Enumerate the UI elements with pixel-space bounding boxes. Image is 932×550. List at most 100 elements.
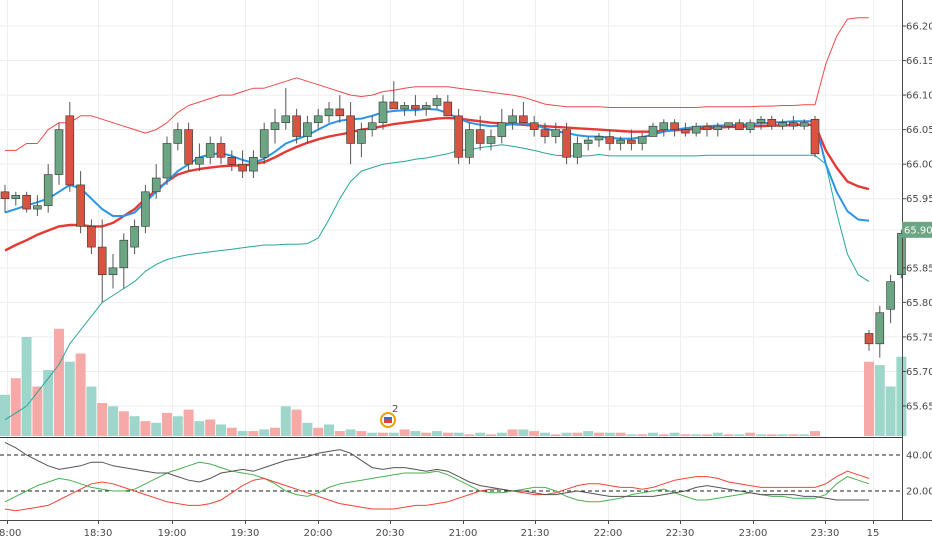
volume-bar [313,427,324,436]
volume-bar [259,429,270,436]
candle-down [519,115,528,124]
candle-up [551,129,561,137]
candle-up [886,281,895,310]
candle-up [303,122,312,137]
volume-bar [205,419,216,436]
volume-bar [712,432,723,436]
volume-bar [302,422,313,436]
volume-bar [64,361,75,436]
candle-down [789,122,798,127]
candle-up [141,191,150,227]
volume-bar [183,409,194,436]
time-tick-label: 21:30 [521,528,550,539]
volume-bar [658,434,669,436]
candle-down [76,184,85,227]
candle-up [173,129,183,144]
volume-bar [583,431,594,436]
volume-bar [388,432,399,436]
oscillator-red-line [4,470,870,512]
price-tick-label: 65.7500 [906,332,932,343]
candle-up [659,122,669,130]
candle-up [897,232,906,276]
volume-bar [723,434,734,436]
volume-bar [421,432,432,436]
time-axis[interactable]: 18:00 18:30 19:00 19:30 20:00 20:30 21:00 21:30… [0,520,879,539]
candle-down [454,115,463,158]
price-tick-label: 66.0000 [906,160,932,171]
candle-down [627,139,636,144]
volume-bar [442,432,453,436]
candle-down [670,122,679,130]
candle-down [346,115,355,144]
volume-bar [874,365,885,436]
candle-down [238,163,247,172]
candle-up [691,125,701,134]
volume-bar [604,432,615,436]
candle-down [540,129,550,137]
volume-bar [291,409,302,436]
candlesticks [0,81,906,358]
candle-down [735,122,744,130]
volume-bar [453,432,464,436]
time-tick-label: 19:00 [158,528,187,539]
volume-bar [280,406,291,436]
event-flag-icon[interactable]: 2 [380,404,398,428]
candle-down [702,125,712,130]
volume-bar [734,434,745,436]
candle-down [22,194,31,210]
volume-bar [885,386,896,436]
candle-down [864,333,874,345]
volume-bar [10,378,21,436]
candle-up [508,115,517,124]
oscillator-green-line [4,461,870,503]
candle-up [648,125,658,137]
time-tick-label: 15 [867,528,880,539]
volume-bar [194,421,205,436]
volume-bar [140,421,151,436]
price-tick-label: 65.7000 [906,367,932,378]
candle-up [713,125,723,130]
volume-bar [507,429,518,436]
candle-down [605,136,615,144]
volume-bar [270,427,280,436]
volume-bar [151,422,162,436]
volume-bar [529,431,540,436]
oscillator-pane [0,441,902,512]
volume-bar [97,403,108,436]
candle-up [130,226,139,248]
last-price-label: 65.9050 [904,225,932,236]
candle-up [497,122,507,137]
price-axis[interactable]: 66.2000 66.1500 66.1000 66.0500 66.0000 65.95… [902,22,932,413]
volume-bar [691,434,702,436]
candle-up [119,239,129,269]
price-tick-label: 65.9500 [906,194,932,205]
volume-bar [172,416,183,436]
time-tick-label: 20:30 [376,528,405,539]
bollinger-upper-line [5,17,869,151]
chart-grid [0,0,902,520]
volume-bar [334,431,345,436]
time-tick-label: 18:00 [0,528,21,539]
time-tick-label: 18:30 [84,528,113,539]
time-tick-label: 19:30 [231,528,260,539]
last-price-badge [902,221,932,238]
volume-bar [680,434,691,436]
volume-bar [810,431,820,436]
volume-bar [561,432,572,436]
volume-bar [475,432,486,436]
volume-bar [0,394,10,436]
volume-bar [799,434,810,436]
svg-text:2: 2 [392,404,398,415]
oscillator-axis: 40.0000 20.0000 [906,451,932,498]
volume-bar [540,432,550,436]
volume-bar [496,432,507,436]
time-tick-label: 23:30 [811,528,840,539]
oscillator-tick-label: 20.0000 [906,487,932,498]
volume-bar [32,386,43,436]
volume-bar [108,406,118,436]
time-tick-label: 21:00 [449,528,478,539]
candle-down [411,105,420,110]
time-tick-label: 22:00 [594,528,623,539]
volume-bar [324,424,334,436]
